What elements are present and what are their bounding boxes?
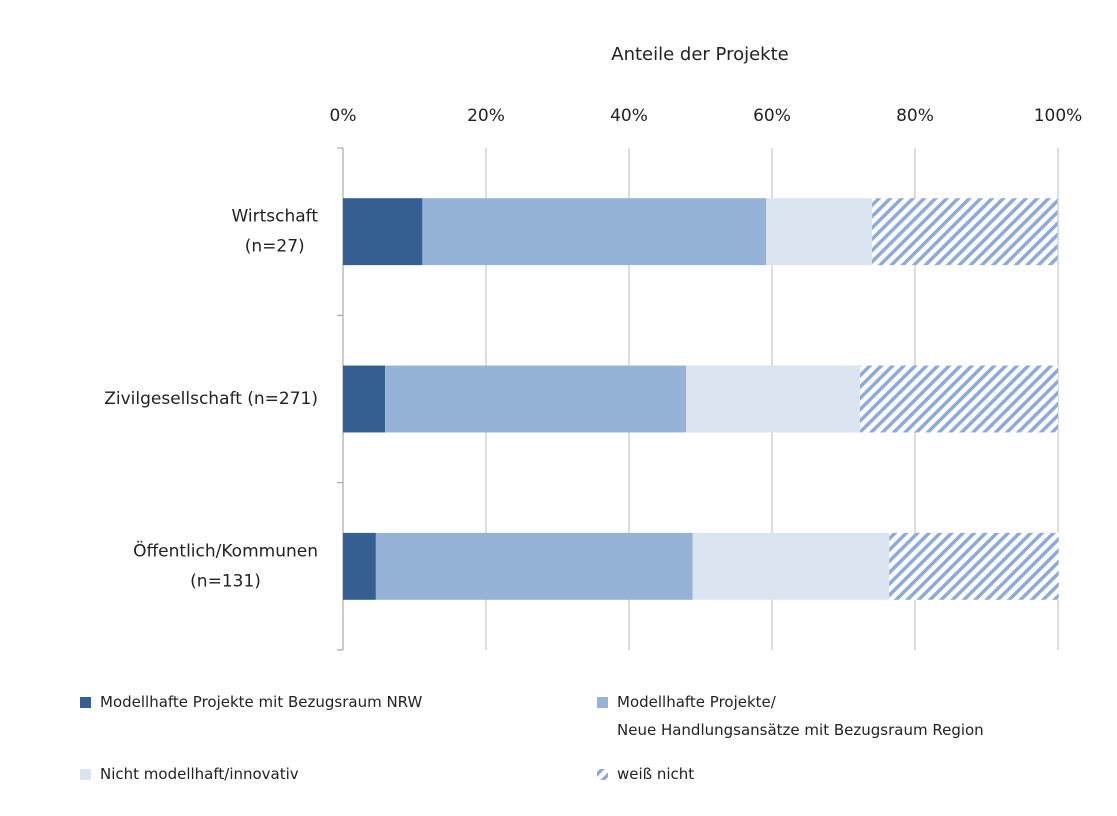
bar-segment xyxy=(343,365,386,433)
bar-segment xyxy=(692,532,890,600)
y-tick-label: Zivilgesellschaft (n=271) xyxy=(104,389,318,409)
y-tick-label: Öffentlich/Kommunen (n=131) xyxy=(133,539,318,591)
bar-segment xyxy=(686,365,860,433)
x-tick-label: 40% xyxy=(610,106,648,126)
axis-title: Anteile der Projekte xyxy=(611,44,788,65)
legend-label: Nicht modellhaft/innovativ xyxy=(100,765,299,783)
bar-segment xyxy=(343,532,376,600)
legend-label: weiß nicht xyxy=(617,765,694,783)
bar-segment xyxy=(872,198,1058,266)
legend-swatch xyxy=(597,697,608,708)
legend-label: Modellhafte Projekte mit Bezugsraum NRW xyxy=(100,693,423,711)
bar-segment xyxy=(766,198,873,266)
legend-swatch xyxy=(80,697,91,708)
x-tick-label: 0% xyxy=(330,106,357,126)
bar-segment xyxy=(375,532,693,600)
bar-segment xyxy=(859,365,1058,433)
x-tick-label: 100% xyxy=(1034,106,1083,126)
legend-label: Modellhafte Projekte/Neue Handlungsansät… xyxy=(617,693,984,739)
bar-segment xyxy=(422,198,767,266)
x-tick-label: 60% xyxy=(753,106,791,126)
x-tick-label: 80% xyxy=(896,106,934,126)
x-tick-label: 20% xyxy=(467,106,505,126)
bar-segment xyxy=(889,532,1059,600)
bar-segment xyxy=(343,198,423,266)
legend-swatch xyxy=(80,769,91,780)
legend-swatch xyxy=(597,769,608,780)
bar-segment xyxy=(385,365,687,433)
y-tick-label: Wirtschaft (n=27) xyxy=(231,207,318,257)
